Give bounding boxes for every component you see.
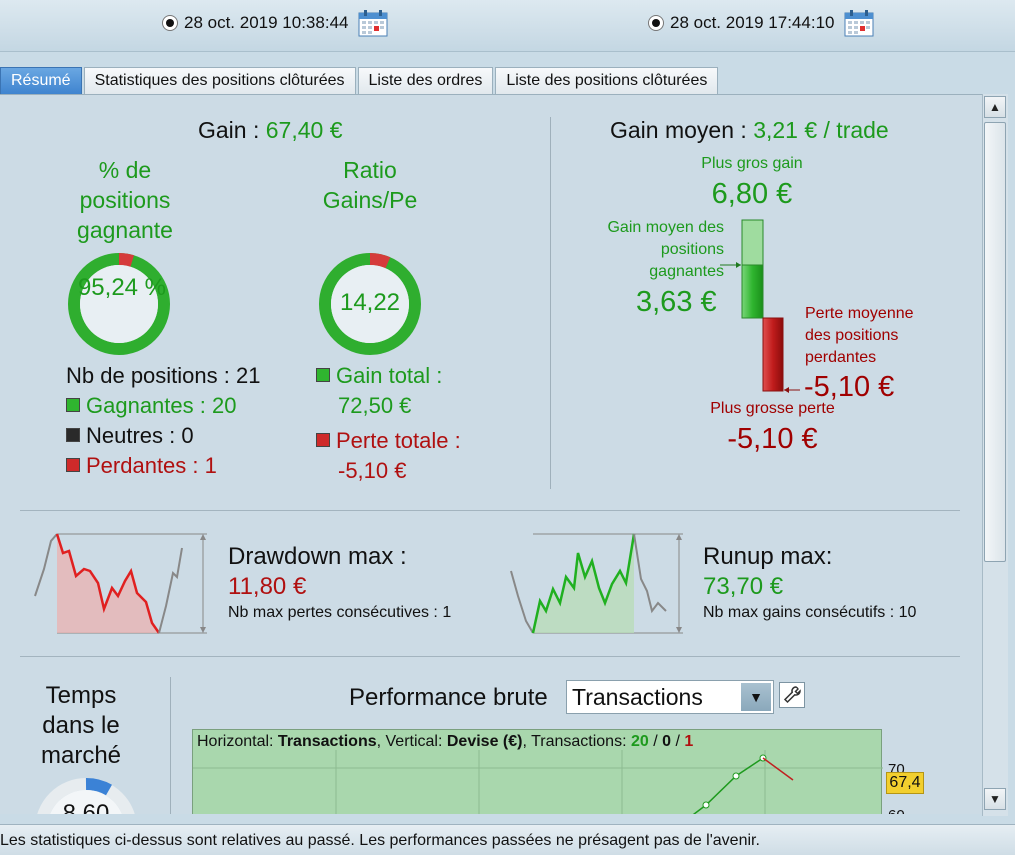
ratio-title: Ratio Gains/Pe xyxy=(322,157,418,213)
scroll-up-icon[interactable]: ▲ xyxy=(984,96,1006,118)
scroll-down-icon[interactable]: ▼ xyxy=(984,788,1006,810)
legend-sep: / xyxy=(671,733,685,750)
positions-count: Nb de positions : 21 xyxy=(66,363,261,388)
y-tick-60: 60 xyxy=(888,807,905,814)
tab-closed-positions-list[interactable]: Liste des positions clôturées xyxy=(495,67,719,94)
chevron-down-icon[interactable]: ▼ xyxy=(741,683,771,711)
total-loss-label-text: Perte totale : xyxy=(336,428,461,453)
avg-win-label: Gain moyen des positions gagnantes xyxy=(607,219,724,280)
calendar-icon[interactable] xyxy=(844,9,874,37)
disclaimer-bar: Les statistiques ci-dessus sont relative… xyxy=(0,824,1015,855)
legend-tx-win: 20 xyxy=(630,733,649,750)
end-date[interactable]: 28 oct. 2019 17:44:10 xyxy=(648,9,874,37)
start-date-radio[interactable] xyxy=(162,15,178,31)
tab-orders-list[interactable]: Liste des ordres xyxy=(357,67,494,94)
avg-gain-summary: Gain moyen : 3,21 € / trade xyxy=(610,117,889,144)
biggest-gain-value: 6,80 € xyxy=(711,178,793,210)
end-date-radio[interactable] xyxy=(648,15,664,31)
date-range-bar: 28 oct. 2019 10:38:44 28 oct. 2019 17:44… xyxy=(0,0,1015,52)
legend-horizontal: Transactions xyxy=(277,733,377,750)
scroll-thumb[interactable] xyxy=(984,122,1006,562)
runup-sub: Nb max gains consécutifs : 10 xyxy=(703,604,917,621)
losers-count: Perdantes : 1 xyxy=(66,453,217,479)
neutral-label: Neutres : 0 xyxy=(86,423,194,448)
avg-gain-label: Gain moyen : xyxy=(610,117,754,143)
current-value-badge: 67,4 xyxy=(886,772,924,794)
performance-lines xyxy=(193,750,883,814)
start-date-text: 28 oct. 2019 10:38:44 xyxy=(184,13,349,32)
gain-value: 67,40 € xyxy=(265,117,343,143)
performance-chart: Horizontal: Transactions, Vertical: Devi… xyxy=(192,729,883,814)
summary-panel: Gain : 67,40 € % de positions gagnante 9… xyxy=(0,94,982,814)
performance-legend: Horizontal: Transactions, Vertical: Devi… xyxy=(197,733,693,751)
red-square-icon xyxy=(66,458,80,472)
runup-value: 73,70 € xyxy=(703,573,784,600)
winners-label: Gagnantes : 20 xyxy=(86,393,237,418)
legend-tx-loss: 1 xyxy=(684,733,694,750)
horizontal-divider xyxy=(20,510,960,511)
performance-select[interactable]: Transactions ▼ xyxy=(566,680,774,714)
neutral-count: Neutres : 0 xyxy=(66,423,194,449)
ratio-value: 14,22 xyxy=(339,289,401,316)
end-date-text: 28 oct. 2019 17:44:10 xyxy=(670,13,835,32)
performance-title: Performance brute xyxy=(349,684,548,711)
disclaimer-text: Les statistiques ci-dessus sont relative… xyxy=(0,832,760,849)
legend-vertical: Devise (€) xyxy=(446,733,523,750)
ratio-donut xyxy=(318,252,422,356)
losers-label: Perdantes : 1 xyxy=(86,453,217,478)
legend-tx-neutral: 0 xyxy=(662,733,672,750)
biggest-loss-value: -5,10 € xyxy=(727,423,818,455)
vertical-scrollbar[interactable]: ▲ ▼ xyxy=(982,94,1008,816)
drawdown-sub: Nb max pertes consécutives : 1 xyxy=(228,604,452,621)
drawdown-label: Drawdown max : xyxy=(228,543,407,570)
vertical-divider xyxy=(170,677,171,814)
biggest-loss-label: Plus grosse perte xyxy=(710,400,835,417)
legend-transactions: , Transactions: xyxy=(522,733,631,750)
tab-resume[interactable]: Résumé xyxy=(0,67,82,94)
start-date[interactable]: 28 oct. 2019 10:38:44 xyxy=(162,9,388,37)
total-loss-label: Perte totale : xyxy=(316,428,461,454)
legend-mid: , Vertical: xyxy=(376,733,447,750)
win-percent-donut xyxy=(67,252,171,356)
green-square-icon xyxy=(316,368,330,382)
red-square-icon xyxy=(316,433,330,447)
black-square-icon xyxy=(66,428,80,442)
legend-sep: / xyxy=(648,733,663,750)
biggest-gain-label: Plus gros gain xyxy=(701,155,803,172)
avg-win-value: 3,63 € xyxy=(636,286,717,318)
performance-select-value: Transactions xyxy=(572,684,703,710)
calendar-icon[interactable] xyxy=(358,9,388,37)
total-gain-label: Gain total : xyxy=(316,363,442,389)
runup-label: Runup max: xyxy=(703,543,833,570)
vertical-divider xyxy=(550,117,551,489)
tab-bar: Résumé Statistiques des positions clôtur… xyxy=(0,67,720,95)
tab-closed-positions-stats[interactable]: Statistiques des positions clôturées xyxy=(83,67,356,94)
runup-chart xyxy=(510,533,683,634)
wrench-icon[interactable] xyxy=(779,682,805,708)
drawdown-value: 11,80 € xyxy=(228,573,307,600)
avg-loss-value: -5,10 € xyxy=(804,371,895,403)
avg-gain-value: 3,21 € / trade xyxy=(753,117,889,143)
time-in-market-donut xyxy=(34,777,138,814)
legend-prefix: Horizontal: xyxy=(197,733,278,750)
total-gain-value: 72,50 € xyxy=(338,393,412,418)
green-square-icon xyxy=(66,398,80,412)
drawdown-chart xyxy=(34,533,207,634)
avg-loss-label: Perte moyenne des positions perdantes xyxy=(805,305,914,366)
total-gain-label-text: Gain total : xyxy=(336,363,443,388)
total-loss-value: -5,10 € xyxy=(338,458,407,483)
gain-loss-bars xyxy=(720,219,800,393)
time-in-market-label: Temps dans le marché xyxy=(40,682,122,769)
gain-summary: Gain : 67,40 € xyxy=(198,117,343,144)
gain-label: Gain : xyxy=(198,117,266,143)
win-percent-value: 95,24 % xyxy=(77,274,167,301)
win-percent-title: % de positions gagnante xyxy=(77,157,173,243)
time-in-market-value: 8,60 xyxy=(62,800,110,814)
horizontal-divider xyxy=(20,656,960,657)
winners-count: Gagnantes : 20 xyxy=(66,393,236,419)
